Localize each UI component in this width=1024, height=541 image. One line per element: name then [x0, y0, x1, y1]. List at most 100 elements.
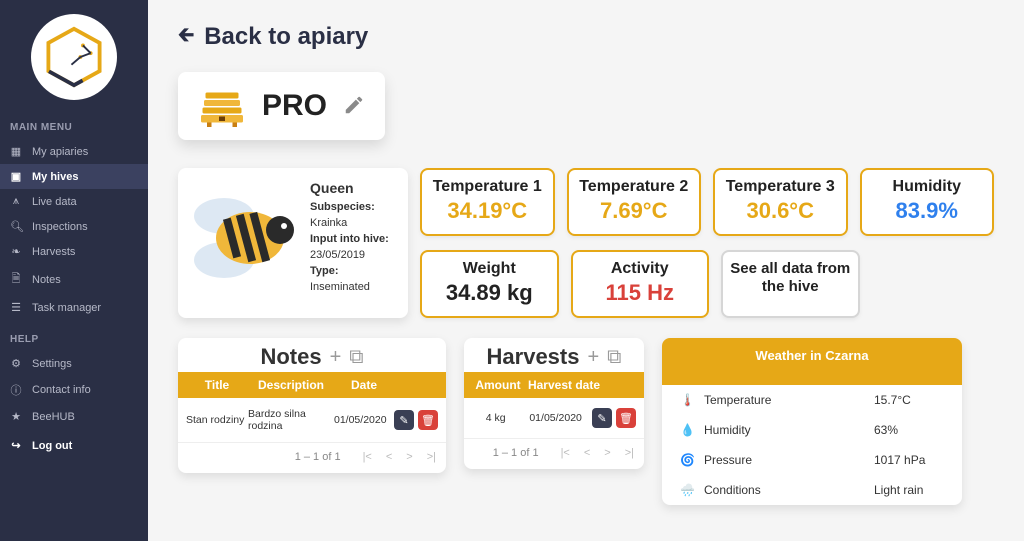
delete-harvest-button[interactable]: 🗑	[616, 408, 636, 428]
sidebar-item-hives[interactable]: ▣ My hives	[0, 164, 148, 189]
edit-harvest-button[interactable]: ✎	[592, 408, 612, 428]
harvests-title: Harvests	[487, 344, 580, 370]
sidebar-item-label: My hives	[32, 171, 78, 183]
logout-icon: ↪	[10, 439, 22, 452]
add-note-button[interactable]: +	[330, 346, 342, 369]
metric-temp2[interactable]: Temperature 2 7.69°C	[567, 168, 702, 236]
edit-hive-button[interactable]	[343, 94, 365, 119]
notes-title: Notes	[260, 344, 321, 370]
hive-icon: ▣	[10, 170, 22, 183]
back-arrow-icon: 🡰	[178, 20, 194, 54]
metrics: Temperature 1 34.19°C Temperature 2 7.69…	[420, 168, 994, 318]
first-page-button[interactable]: |<	[363, 451, 372, 463]
harvest-date: 01/05/2020	[519, 412, 592, 424]
metric-humidity[interactable]: Humidity 83.9%	[860, 168, 995, 236]
metric-temp3[interactable]: Temperature 3 30.6°C	[713, 168, 848, 236]
main-content: 🡰 Back to apiary PRO	[148, 0, 1024, 541]
harvests-col-amount: Amount	[472, 378, 524, 392]
sidebar-item-tasks[interactable]: ☰Task manager	[0, 295, 148, 320]
sidebar: MAIN MENU ▦ My apiaries ▣ My hives ⩚Live d…	[0, 0, 148, 541]
star-icon: ★	[10, 410, 22, 423]
notes-col-title: Title	[186, 378, 248, 392]
info-row: Queen Subspecies: Krainka Input into hiv…	[178, 168, 994, 318]
next-page-button[interactable]: >	[406, 451, 412, 463]
sidebar-item-label: Task manager	[32, 302, 101, 314]
weather-row-temp: 🌡️ Temperature 15.7°C	[662, 385, 962, 415]
pencil-icon	[343, 94, 365, 116]
sidebar-item-beehub[interactable]: ★ BeeHUB	[0, 404, 148, 429]
prev-page-button[interactable]: <	[584, 447, 590, 459]
weather-value: 15.7°C	[874, 393, 944, 407]
chart-icon: ⩚	[10, 195, 22, 208]
sidebar-item-label: Harvests	[32, 246, 75, 258]
sidebar-item-apiaries[interactable]: ▦ My apiaries	[0, 139, 148, 164]
harvest-amount: 4 kg	[472, 412, 519, 424]
metric-temp1[interactable]: Temperature 1 34.19°C	[420, 168, 555, 236]
info-icon: ⓘ	[10, 382, 22, 398]
sidebar-heading-help: HELP	[0, 320, 148, 351]
metric-label: Temperature 2	[575, 178, 694, 196]
edit-note-button[interactable]: ✎	[394, 410, 414, 430]
leaf-icon: ❧	[10, 245, 22, 258]
metric-label: Temperature 3	[721, 178, 840, 196]
notes-pager: 1 – 1 of 1 |< < > >|	[178, 443, 446, 473]
sidebar-item-label: Settings	[32, 358, 72, 370]
queen-type: Inseminated	[310, 280, 389, 296]
sidebar-heading-main: MAIN MENU	[0, 108, 148, 139]
notes-row: Stan rodziny Bardzo silna rodzina 01/05/…	[178, 398, 446, 443]
weather-value: 1017 hPa	[874, 453, 944, 467]
sidebar-item-settings[interactable]: ⚙Settings	[0, 351, 148, 376]
add-harvest-button[interactable]: +	[587, 346, 599, 369]
expand-notes-button[interactable]: ⧉	[349, 346, 363, 369]
sidebar-item-label: My apiaries	[32, 146, 88, 158]
sidebar-item-inspections[interactable]: 🔍︎Inspections	[0, 214, 148, 239]
last-page-button[interactable]: >|	[427, 451, 436, 463]
sidebar-item-notes[interactable]: 🗎Notes	[0, 264, 148, 295]
back-link[interactable]: 🡰 Back to apiary	[178, 20, 994, 54]
sidebar-item-livedata[interactable]: ⩚Live data	[0, 189, 148, 214]
queen-card: Queen Subspecies: Krainka Input into hiv…	[178, 168, 408, 318]
sidebar-item-logout[interactable]: ↪Log out	[0, 433, 148, 458]
prev-page-button[interactable]: <	[386, 451, 392, 463]
last-page-button[interactable]: >|	[625, 447, 634, 459]
weather-label: Pressure	[704, 453, 874, 467]
weather-label: Temperature	[704, 393, 874, 407]
metric-label: See all data from the hive	[729, 260, 852, 296]
notes-col-desc: Description	[248, 378, 334, 392]
sidebar-item-harvests[interactable]: ❧ Harvests	[0, 239, 148, 264]
bottom-row: Notes + ⧉ Title Description Date Stan ro…	[178, 338, 994, 505]
queen-input-label: Input into hive:	[310, 233, 389, 245]
harvests-table-header: Amount Harvest date	[464, 372, 644, 398]
sidebar-item-label: Notes	[32, 274, 61, 286]
metric-value: 83.9%	[868, 198, 987, 224]
weather-row-pressure: 🌀 Pressure 1017 hPa	[662, 445, 962, 475]
notes-col-date: Date	[334, 378, 394, 392]
queen-type-label: Type:	[310, 265, 339, 277]
see-all-data-link[interactable]: See all data from the hive	[721, 250, 860, 318]
sidebar-item-contact[interactable]: ⓘ Contact info	[0, 376, 148, 404]
next-page-button[interactable]: >	[604, 447, 610, 459]
metric-weight[interactable]: Weight 34.89 kg	[420, 250, 559, 318]
bee-icon	[184, 178, 304, 298]
weather-label: Conditions	[704, 483, 874, 497]
metric-label: Humidity	[868, 178, 987, 196]
queen-input-date: 23/05/2019	[310, 248, 389, 264]
metric-activity[interactable]: Activity 115 Hz	[571, 250, 710, 318]
expand-harvests-button[interactable]: ⧉	[607, 346, 621, 369]
metric-value: 7.69°C	[575, 198, 694, 224]
grid-icon: ▦	[10, 145, 22, 158]
queen-subspecies: Krainka	[310, 216, 389, 232]
sidebar-item-label: BeeHUB	[32, 411, 75, 423]
metric-value: 115 Hz	[579, 280, 702, 306]
note-desc: Bardzo silna rodzina	[248, 408, 334, 432]
delete-note-button[interactable]: 🗑	[418, 410, 438, 430]
weather-value: Light rain	[874, 483, 944, 497]
metrics-row-2: Weight 34.89 kg Activity 115 Hz See all …	[420, 250, 994, 318]
metric-value: 30.6°C	[721, 198, 840, 224]
first-page-button[interactable]: |<	[561, 447, 570, 459]
queen-title: Queen	[310, 178, 389, 198]
weather-row-conditions: 🌧️ Conditions Light rain	[662, 475, 962, 505]
sidebar-item-label: Contact info	[32, 384, 91, 396]
metric-label: Activity	[579, 260, 702, 278]
logo-circle	[31, 14, 117, 100]
